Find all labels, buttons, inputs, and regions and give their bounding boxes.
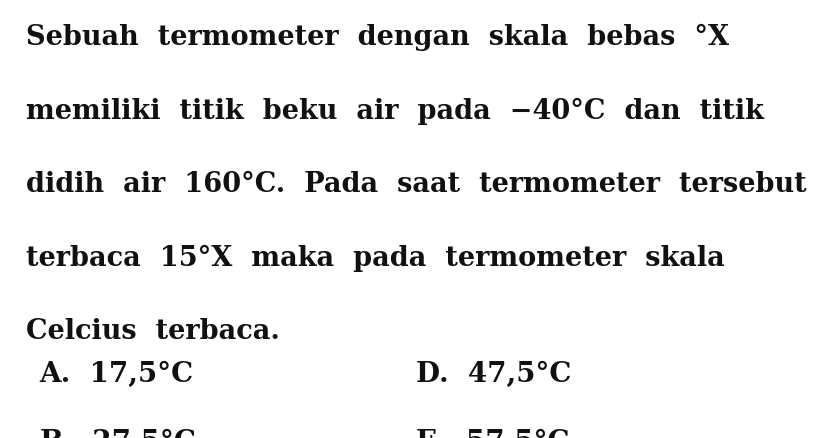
Text: terbaca  15°X  maka  pada  termometer  skala: terbaca 15°X maka pada termometer skala — [26, 245, 725, 272]
Text: didih  air  160°C.  Pada  saat  termometer  tersebut: didih air 160°C. Pada saat termometer te… — [26, 171, 807, 198]
Text: E.  57,5°C: E. 57,5°C — [416, 429, 569, 438]
Text: B.  27,5°C: B. 27,5°C — [40, 429, 195, 438]
Text: memiliki  titik  beku  air  pada  −40°C  dan  titik: memiliki titik beku air pada −40°C dan t… — [26, 98, 764, 125]
Text: Celcius  terbaca.: Celcius terbaca. — [26, 318, 280, 346]
Text: D.  47,5°C: D. 47,5°C — [416, 361, 572, 389]
Text: A.  17,5°C: A. 17,5°C — [40, 361, 194, 389]
Text: Sebuah  termometer  dengan  skala  bebas  °X: Sebuah termometer dengan skala bebas °X — [26, 24, 729, 51]
